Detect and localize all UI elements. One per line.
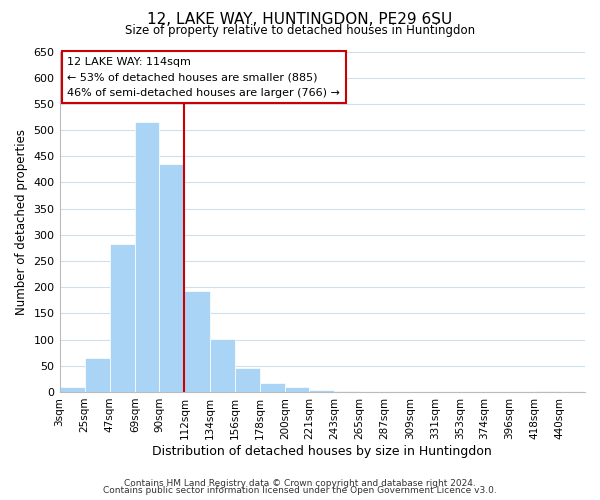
Y-axis label: Number of detached properties: Number of detached properties (15, 128, 28, 314)
Bar (159, 164, 184, 392)
Bar (309, 390, 334, 392)
Bar (184, 291, 209, 392)
Text: Size of property relative to detached houses in Huntingdon: Size of property relative to detached ho… (125, 24, 475, 37)
Bar (110, 244, 135, 392)
Bar (135, 122, 159, 392)
X-axis label: Distribution of detached houses by size in Huntingdon: Distribution of detached houses by size … (152, 444, 492, 458)
Bar (209, 338, 235, 392)
Text: Contains HM Land Registry data © Crown copyright and database right 2024.: Contains HM Land Registry data © Crown c… (124, 478, 476, 488)
Text: 12 LAKE WAY: 114sqm
← 53% of detached houses are smaller (885)
46% of semi-detac: 12 LAKE WAY: 114sqm ← 53% of detached ho… (67, 56, 340, 98)
Bar (85, 358, 110, 392)
Bar (535, 391, 560, 392)
Bar (235, 368, 260, 392)
Bar (285, 386, 309, 392)
Bar (59, 386, 85, 392)
Bar (260, 382, 285, 392)
Text: Contains public sector information licensed under the Open Government Licence v3: Contains public sector information licen… (103, 486, 497, 495)
Text: 12, LAKE WAY, HUNTINGDON, PE29 6SU: 12, LAKE WAY, HUNTINGDON, PE29 6SU (148, 12, 452, 28)
Bar (334, 391, 359, 392)
